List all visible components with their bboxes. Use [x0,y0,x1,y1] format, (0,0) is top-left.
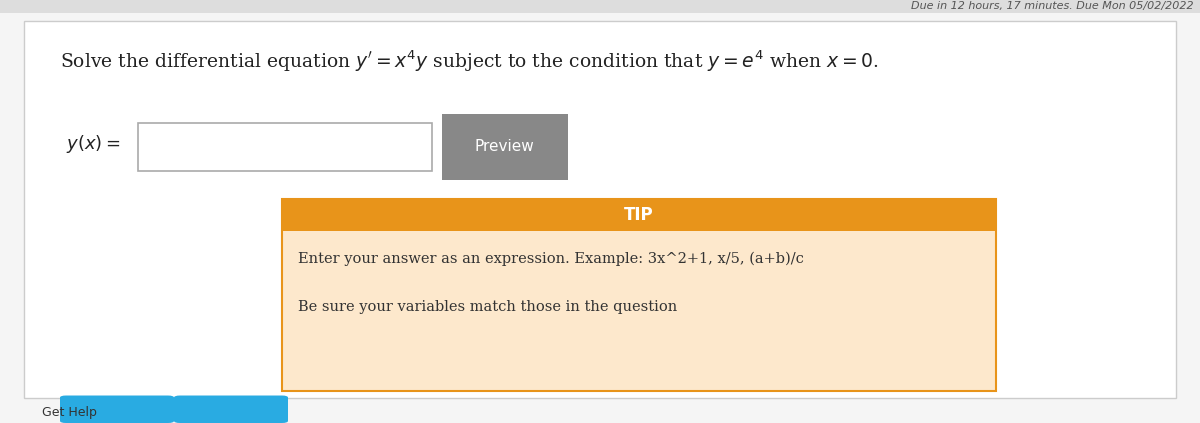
Text: Enter your answer as an expression. Example: 3x^2+1, x/5, (a+b)/c: Enter your answer as an expression. Exam… [298,252,804,266]
FancyBboxPatch shape [442,114,568,180]
FancyBboxPatch shape [282,199,996,391]
FancyBboxPatch shape [24,21,1176,398]
Text: Get Help: Get Help [42,406,97,419]
FancyBboxPatch shape [174,396,288,423]
Text: Be sure your variables match those in the question: Be sure your variables match those in th… [298,300,677,314]
Text: TIP: TIP [624,206,654,224]
Text: Solve the differential equation $y' = x^4y$ subject to the condition that $y = e: Solve the differential equation $y' = x^… [60,49,878,74]
Text: Preview: Preview [474,139,534,154]
FancyBboxPatch shape [138,123,432,171]
FancyBboxPatch shape [0,0,1200,13]
Text: Due in 12 hours, 17 minutes. Due Mon 05/02/2022: Due in 12 hours, 17 minutes. Due Mon 05/… [911,1,1194,11]
FancyBboxPatch shape [282,199,996,231]
FancyBboxPatch shape [60,396,174,423]
Text: $y(x) =$: $y(x) =$ [66,133,120,155]
